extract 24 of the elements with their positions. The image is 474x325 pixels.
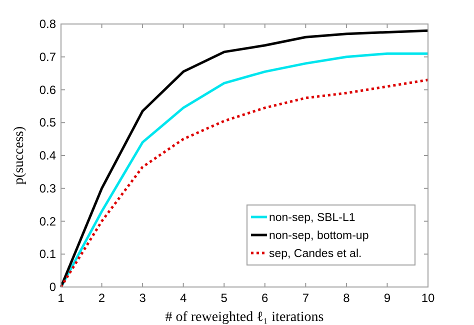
legend-label: non-sep, bottom-up xyxy=(269,230,369,242)
y-tick-label: 0.1 xyxy=(39,247,56,262)
x-tick-label: 1 xyxy=(58,291,65,305)
y-tick-label: 0.5 xyxy=(39,116,56,130)
x-tick-label: 9 xyxy=(384,291,391,305)
y-tick-label: 0.8 xyxy=(39,17,56,31)
y-tick-label: 0 xyxy=(49,280,56,294)
y-tick-label: 0.6 xyxy=(39,82,56,97)
x-tick-label: 8 xyxy=(343,291,350,305)
x-axis-title: # of reweighted ℓ₁ iterations xyxy=(165,310,324,325)
legend-label: sep, Candes et al. xyxy=(269,248,362,260)
x-tick-label: 7 xyxy=(302,291,310,305)
y-tick-label: 0.7 xyxy=(39,50,56,64)
x-tick-label: 2 xyxy=(98,291,106,305)
y-axis-title: p(success) xyxy=(12,126,27,185)
y-tick-label: 0.4 xyxy=(39,148,56,162)
x-tick-label: 10 xyxy=(421,291,435,305)
y-tick-label: 0.2 xyxy=(39,214,56,228)
x-tick-label: 6 xyxy=(262,291,269,305)
x-tick-label: 4 xyxy=(180,291,187,305)
x-tick-label: 5 xyxy=(220,291,228,305)
y-tick-label: 0.3 xyxy=(39,181,56,196)
x-tick-label: 3 xyxy=(139,291,146,305)
legend-label: non-sep, SBL-L1 xyxy=(269,212,356,224)
